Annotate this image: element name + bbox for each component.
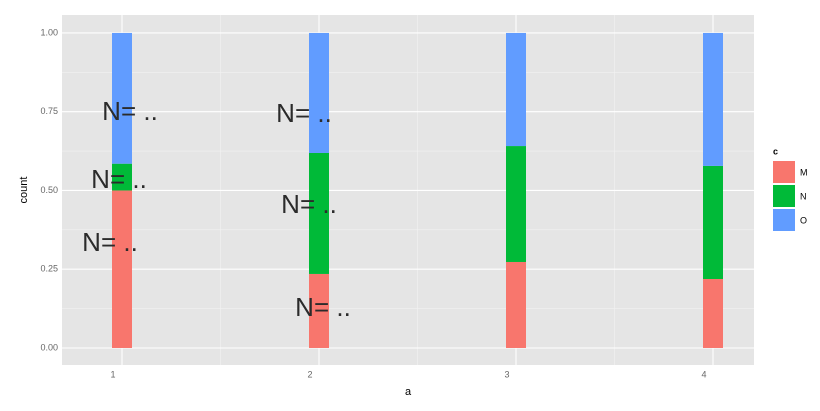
x-tick-label: 3 (504, 369, 509, 379)
annotation: N= .. (276, 98, 332, 128)
x-axis-title: a (405, 386, 412, 398)
legend-label: O (800, 215, 807, 225)
y-tick-label: 0.25 (40, 264, 58, 274)
y-tick-label: 0.50 (40, 185, 58, 195)
y-tick-label: 0.75 (40, 106, 58, 116)
bar-segment (112, 190, 132, 348)
annotation: N= .. (102, 96, 158, 126)
annotation: N= .. (295, 292, 351, 322)
legend-title: c (773, 146, 778, 156)
y-tick-label: 0.00 (40, 342, 58, 352)
bar-segment (506, 146, 526, 262)
bar-segment (703, 278, 723, 348)
x-tick-label: 1 (110, 369, 115, 379)
bar-segment (112, 163, 132, 191)
bar-segment (506, 32, 526, 147)
bar-segment (309, 273, 329, 348)
annotation: N= .. (82, 227, 138, 257)
legend-swatch (773, 161, 795, 183)
bar-segment (506, 261, 526, 348)
y-axis-title: count (18, 177, 30, 204)
annotation: N= .. (91, 164, 147, 194)
bar-segment (112, 32, 132, 164)
bar-segment (703, 32, 723, 166)
legend-label: M (800, 167, 808, 177)
legend-swatch (773, 209, 795, 231)
annotation: N= .. (281, 189, 337, 219)
x-tick-label: 2 (307, 369, 312, 379)
legend-label: N (800, 191, 807, 201)
bar-segment (309, 152, 329, 274)
bar-segment (703, 165, 723, 279)
y-tick-label: 1.00 (40, 27, 58, 37)
x-tick-label: 4 (701, 369, 706, 379)
legend-swatch (773, 185, 795, 207)
bar-segment (309, 32, 329, 153)
